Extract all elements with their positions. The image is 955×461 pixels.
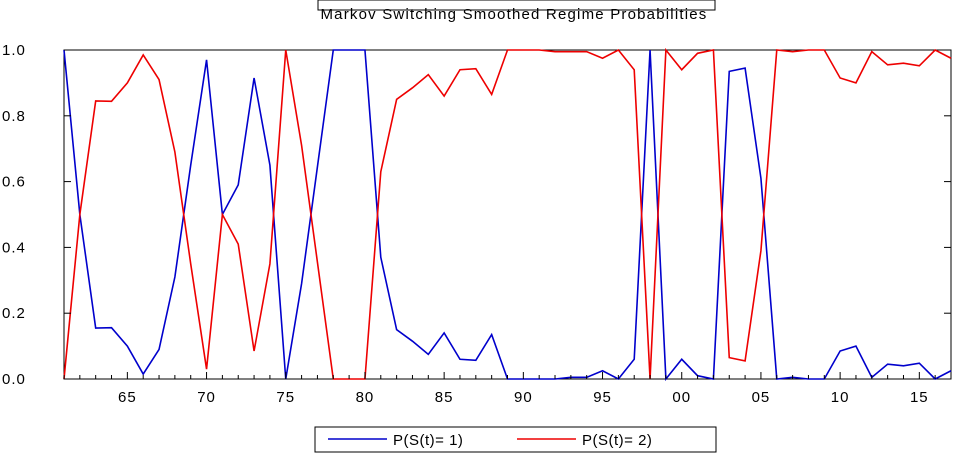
x-tick-label: 65 <box>118 389 137 406</box>
y-tick-label: 0.6 <box>2 174 26 191</box>
chart-title: Markov Switching Smoothed Regime Probabi… <box>320 6 707 23</box>
x-tick-label: 05 <box>752 389 771 406</box>
x-axis: 65 70 75 80 85 90 95 00 05 10 15 <box>63 372 952 406</box>
y-tick-label: 0.4 <box>2 239 26 256</box>
y-tick-label: 0.2 <box>2 305 26 322</box>
x-tick-label: 85 <box>435 389 454 406</box>
x-tick-label: 10 <box>831 389 850 406</box>
x-tick-label: 00 <box>672 389 691 406</box>
x-tick-label: 95 <box>593 389 612 406</box>
plot-area <box>63 47 952 382</box>
y-axis: 0.0 0.2 0.4 0.6 0.8 1.0 <box>2 42 951 388</box>
x-tick-label: 90 <box>514 389 533 406</box>
y-tick-label: 0.0 <box>2 371 26 388</box>
x-tick-label: 75 <box>276 389 295 406</box>
legend-label-series-2: P(S(t)= 2) <box>582 432 652 449</box>
x-tick-label: 80 <box>356 389 375 406</box>
legend-label-series-1: P(S(t)= 1) <box>393 432 463 449</box>
y-tick-label: 1.0 <box>2 42 26 59</box>
series-line-2 <box>63 47 952 380</box>
y-tick-label: 0.8 <box>2 108 26 125</box>
x-tick-label: 70 <box>197 389 216 406</box>
title-box <box>317 0 716 11</box>
legend: P(S(t)= 1) P(S(t)= 2) <box>314 426 717 453</box>
x-tick-label: 15 <box>910 389 929 406</box>
plot-frame <box>63 49 952 380</box>
